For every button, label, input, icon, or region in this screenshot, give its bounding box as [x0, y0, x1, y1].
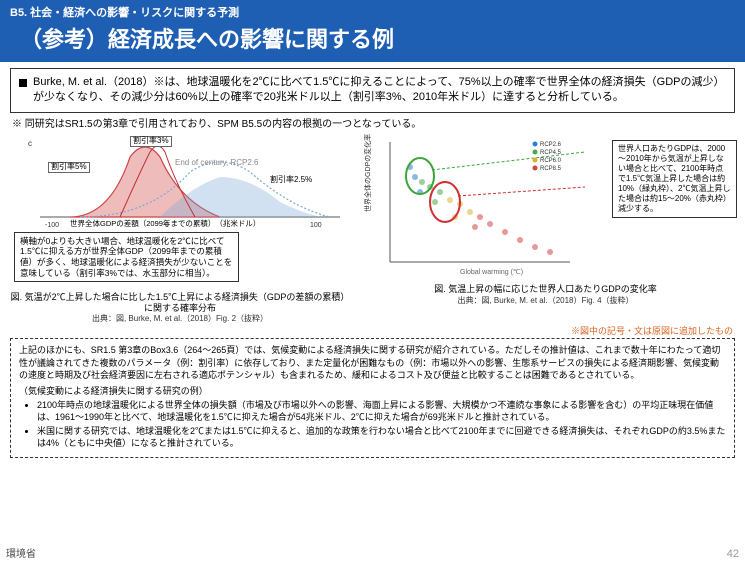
svg-text:RCP6.0: RCP6.0: [540, 158, 562, 164]
footer-org: 環境省: [6, 545, 36, 560]
svg-text:RCP4.5: RCP4.5: [540, 150, 562, 156]
left-chart-column: -100 0 100 c 割引率5% 割引率3% 割引率2.5% End of …: [10, 132, 350, 325]
right-chart-column: Global warming (℃) RCP2.6: [356, 132, 735, 325]
dashed-subtitle: （気候変動による経済損失に関する研究の例）: [19, 385, 726, 397]
discount3-label: 割引率3%: [130, 136, 172, 147]
section-label: B5. 社会・経済への影響・リスクに関する予測: [10, 4, 735, 20]
research-examples-box: 上記のほかにも、SR1.5 第3章のBox3.6（264～265頁）では、気候変…: [10, 338, 735, 457]
discount5-label: 割引率5%: [48, 162, 90, 173]
right-chart-caption: 図. 気温上昇の幅に応じた世界人口あたりGDPの変化率: [356, 284, 735, 295]
left-callout: 横軸が0よりも大きい場合、地球温暖化を2℃に比べて1.5℃に抑える方が世界全体G…: [14, 232, 239, 283]
list-item: 2100年時点の地球温暖化による世界全体の損失額（市場及び市場以外への影響、海面…: [37, 399, 726, 423]
slide-title: （参考）経済成長への影響に関する例: [10, 22, 735, 54]
svg-text:Global warming (℃): Global warming (℃): [460, 269, 523, 276]
dashed-list: 2100年時点の地球温暖化による世界全体の損失額（市場及び市場以外への影響、海面…: [19, 399, 726, 450]
svg-text:100: 100: [310, 222, 322, 229]
left-chart-source: 出典：図, Burke, M. et al.（2018）Fig. 2（抜粋）: [10, 313, 350, 324]
svg-text:c: c: [28, 139, 32, 148]
right-callout: 世界人口あたりGDPは、2000～2010年から気温が上昇しない場合と比べて、2…: [612, 140, 737, 218]
discount25-label: 割引率2.5%: [268, 176, 314, 185]
slide-header: B5. 社会・経済への影響・リスクに関する予測 （参考）経済成長への影響に関する…: [0, 0, 745, 62]
svg-text:RCP2.6: RCP2.6: [540, 142, 562, 148]
summary-text: Burke, M. et al.（2018）※は、地球温暖化を2℃に比べて1.5…: [33, 75, 726, 106]
orange-note: ※図中の記号・文は原図に追加したもの: [0, 324, 733, 337]
charts-row: -100 0 100 c 割引率5% 割引率3% 割引率2.5% End of …: [10, 132, 735, 325]
end-of-century-label: End of century, RCP2.6: [175, 158, 258, 167]
bullet-square-icon: [19, 79, 27, 87]
list-item: 米国に関する研究では、地球温暖化を2℃または1.5℃に抑えると、追加的な政策を行…: [37, 425, 726, 449]
svg-text:世界全体のGDPの変化率（%）: 世界全体のGDPの変化率（%）: [363, 132, 372, 212]
svg-text:-100: -100: [45, 222, 59, 229]
summary-box: Burke, M. et al.（2018）※は、地球温暖化を2℃に比べて1.5…: [10, 68, 735, 113]
left-chart-caption: 図. 気温が2℃上昇した場合に比した1.5℃上昇による経済損失（GDPの差額の累…: [10, 292, 350, 314]
right-chart-source: 出典：図, Burke, M. et al.（2018）Fig. 4（抜粋）: [356, 295, 735, 306]
footnote: ※ 同研究はSR1.5の第3章で引用されており、SPM B5.5の内容の根拠の一…: [12, 115, 733, 130]
scatter-chart: Global warming (℃) RCP2.6: [360, 132, 600, 282]
svg-text:RCP8.5: RCP8.5: [540, 166, 562, 172]
left-xlabel: 世界全体GDPの差額（2099年までの累積） （兆米ドル）: [70, 218, 260, 229]
page-number: 42: [727, 548, 739, 560]
dashed-para1: 上記のほかにも、SR1.5 第3章のBox3.6（264～265頁）では、気候変…: [19, 344, 726, 380]
